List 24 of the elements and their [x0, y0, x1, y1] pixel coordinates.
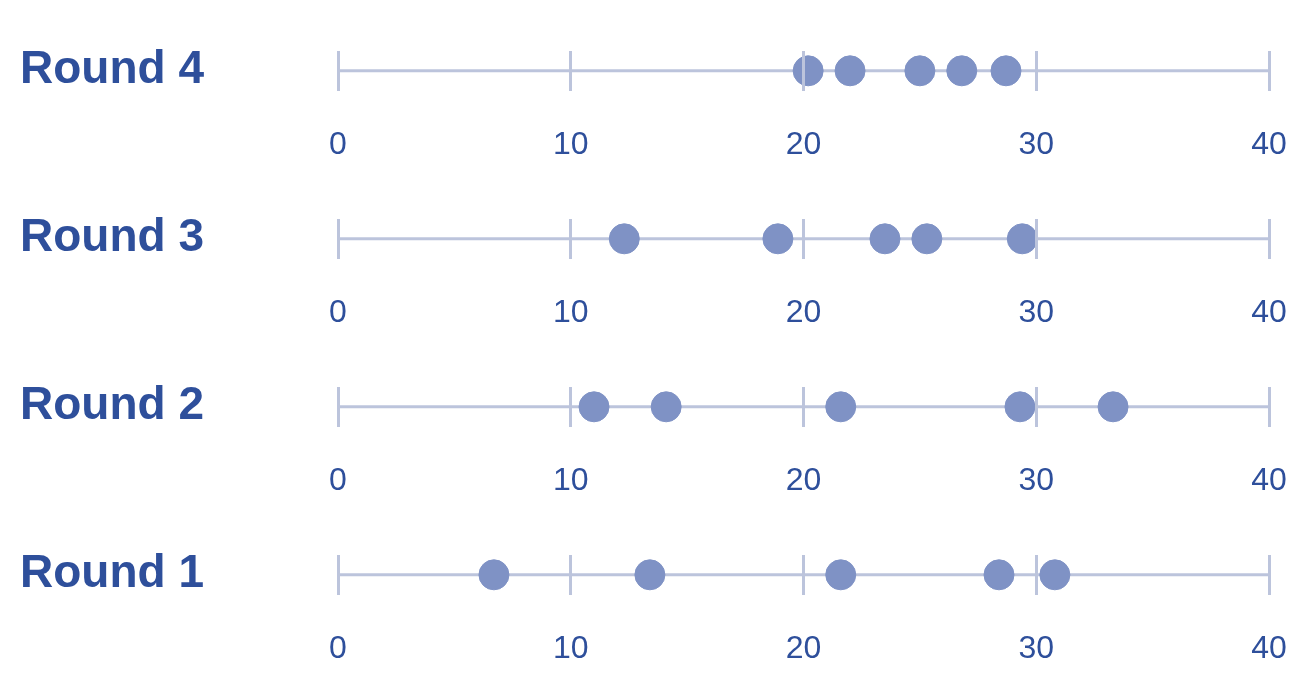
- y-tick-label: Round 1: [20, 545, 204, 598]
- y-tick-label: Round 2: [20, 377, 204, 430]
- x-tick-label: 40: [1251, 460, 1287, 497]
- x-tick-label: 20: [785, 460, 822, 497]
- x-tick-label: 40: [1251, 124, 1287, 161]
- x-tick-label: 10: [552, 628, 589, 665]
- x-tick-label: 10: [552, 292, 589, 329]
- x-tick-label: 0: [329, 460, 347, 497]
- y-tick-label: Round 3: [20, 209, 204, 262]
- x-tick-label: 20: [785, 292, 822, 329]
- x-tick-label: 10: [552, 124, 589, 161]
- x-tick-label: 30: [1018, 292, 1055, 329]
- x-tick-label: 40: [1251, 628, 1287, 665]
- x-tick-label: 0: [329, 628, 347, 665]
- x-tick-label: 30: [1018, 124, 1055, 161]
- x-tick-label: 40: [1251, 292, 1287, 329]
- x-tick-label: 10: [552, 460, 589, 497]
- x-tick-label: 30: [1018, 460, 1055, 497]
- x-tick-label: 0: [329, 292, 347, 329]
- x-tick-label: 20: [785, 628, 822, 665]
- x-tick-label: 20: [785, 124, 822, 161]
- x-tick-label: 30: [1018, 628, 1055, 665]
- x-tick-label: 0: [329, 124, 347, 161]
- y-tick-label: Round 4: [20, 41, 205, 94]
